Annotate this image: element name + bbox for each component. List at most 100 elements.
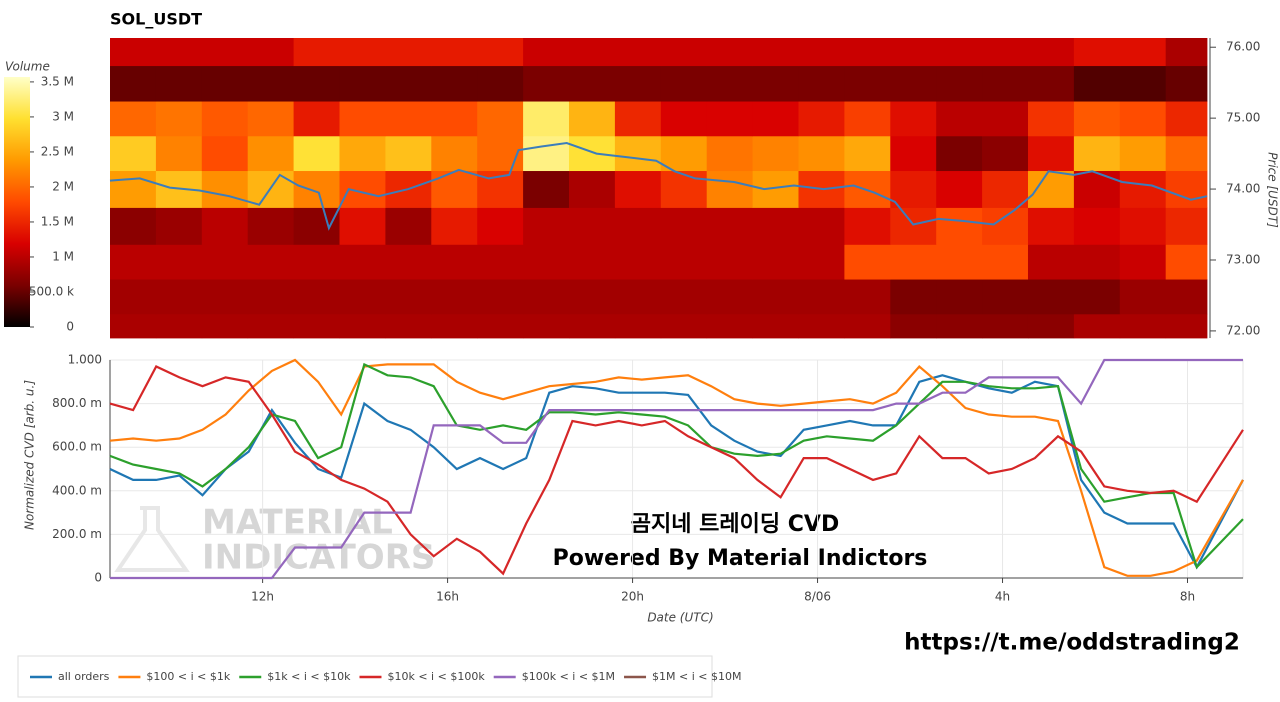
heatmap-cell: [201, 135, 249, 172]
heatmap-cell: [660, 313, 708, 339]
heatmap-cell: [247, 65, 294, 102]
heatmap-cell: [660, 65, 708, 102]
heatmap-cell: [293, 279, 340, 315]
heatmap-cell: [1027, 279, 1075, 315]
heatmap-cell: [706, 279, 753, 315]
heatmap-cell: [1119, 170, 1167, 208]
heatmap-cell: [936, 170, 983, 208]
heatmap-cell: [385, 135, 432, 172]
heatmap-cell: [982, 170, 1029, 208]
heatmap-cell: [431, 313, 478, 339]
heatmap-cell: [614, 279, 662, 315]
heatmap-cell: [660, 279, 708, 315]
heatmap-cell: [110, 170, 157, 208]
heatmap-cell: [155, 135, 203, 172]
heatmap-cell: [155, 38, 203, 67]
heatmap-cell: [798, 279, 845, 315]
heatmap-cell: [247, 279, 294, 315]
heatmap-cell: [1165, 38, 1208, 67]
series-line: [109, 358, 1244, 577]
heatmap-cell: [477, 244, 524, 280]
x-axis-label: Date (UTC): [647, 611, 713, 625]
heatmap-cell: [477, 38, 524, 67]
heatmap-cell: [752, 279, 799, 315]
series-line: [110, 358, 1243, 580]
heatmap-cell: [890, 38, 937, 67]
heatmap-cell: [844, 101, 891, 137]
heatmap-cell: [385, 207, 432, 245]
heatmap-cell: [431, 38, 478, 67]
y-axis-label: Normalized CVD [arb. u.]: [23, 380, 37, 530]
heatmap-cell: [982, 244, 1029, 280]
heatmap-cell: [1027, 101, 1075, 137]
heatmap-cell: [110, 207, 157, 245]
heatmap-cell: [385, 38, 432, 67]
heatmap-cell: [706, 207, 753, 245]
heatmap-cell: [431, 279, 478, 315]
heatmap-cell: [477, 207, 524, 245]
heatmap-cell: [798, 38, 845, 67]
heatmap-cell: [614, 207, 662, 245]
heatmap-cell: [155, 65, 203, 102]
heatmap-cell: [706, 244, 753, 280]
heatmap-cell: [798, 65, 845, 102]
heatmap-cell: [431, 135, 478, 172]
heatmap-cell: [706, 65, 753, 102]
heatmap-cell: [431, 170, 478, 208]
colorbar-tick-label: 0: [66, 320, 74, 334]
heatmap-cell: [339, 313, 386, 339]
heatmap-cell: [844, 65, 891, 102]
heatmap-cell: [752, 170, 799, 208]
y-tick-label: 400.0 m: [52, 483, 102, 497]
heatmap-cell: [1027, 170, 1075, 208]
heatmap-cell: [477, 313, 524, 339]
heatmap-cell: [890, 101, 937, 137]
heatmap-cell: [1119, 207, 1167, 245]
y-tick-label: 76.00: [1226, 40, 1260, 54]
heatmap-cell: [247, 101, 294, 137]
heatmap-cell: [1165, 101, 1208, 137]
heatmap-cell: [339, 244, 386, 280]
heatmap-cell: [706, 170, 753, 208]
heatmap-cell: [982, 313, 1029, 339]
heatmap-cell: [1119, 279, 1167, 315]
watermark: MATERIAL: [202, 503, 393, 543]
legend-label: $1M < i < $10M: [652, 670, 741, 683]
heatmap-cell: [706, 101, 753, 137]
heatmap-cell: [798, 101, 845, 137]
flask-icon: [114, 506, 190, 572]
legend-label: $1k < i < $10k: [267, 670, 351, 683]
heatmap-cell: [293, 244, 340, 280]
heatmap-cell: [1119, 65, 1167, 102]
heatmap-cell: [247, 38, 294, 67]
x-tick-label: 16h: [436, 590, 459, 604]
heatmap-cell: [844, 207, 891, 245]
heatmap-cell: [201, 313, 249, 339]
heatmap-cell: [1073, 135, 1121, 172]
colorbar-tick-label: 1.5 M: [41, 214, 74, 228]
heatmap-cell: [844, 135, 891, 172]
x-tick-label: 20h: [621, 590, 644, 604]
heatmap-cell: [660, 207, 708, 245]
heatmap-cell: [247, 244, 294, 280]
colorbar-tick-label: 2.5 M: [41, 144, 74, 158]
heatmap-cell: [385, 313, 432, 339]
heatmap-cell: [660, 135, 708, 172]
heatmap-cell: [431, 101, 478, 137]
heatmap-cell: [660, 170, 708, 208]
colorbar-tick-label: 1 M: [52, 249, 74, 263]
heatmap-cell: [982, 65, 1029, 102]
heatmap-cell: [982, 38, 1029, 67]
heatmap-cell: [339, 38, 386, 67]
heatmap-cell: [523, 38, 570, 67]
heatmap-cell: [110, 279, 157, 315]
y-tick-label: 73.00: [1226, 252, 1260, 266]
heatmap-cell: [982, 279, 1029, 315]
heatmap-cell: [614, 313, 662, 339]
x-tick-label: 4h: [995, 590, 1010, 604]
heatmap-cell: [1119, 38, 1167, 67]
heatmap-cell: [1073, 207, 1121, 245]
heatmap-cell: [201, 65, 249, 102]
heatmap-cell: [936, 65, 983, 102]
